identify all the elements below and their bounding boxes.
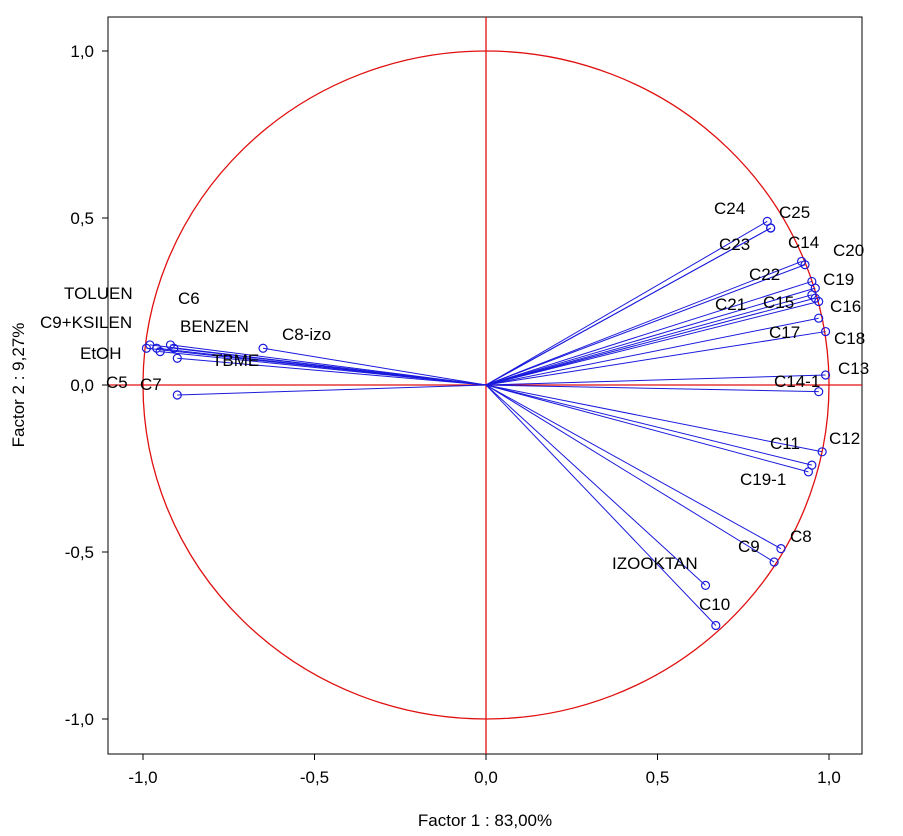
vector-c20 <box>485 264 806 386</box>
label-c10: C10 <box>699 595 730 614</box>
label-c23: C23 <box>719 235 750 254</box>
vector-c13 <box>485 374 826 386</box>
vector-c10 <box>485 384 717 626</box>
label-c6: C6 <box>178 289 200 308</box>
label-c7: C7 <box>140 375 162 394</box>
vector-c21 <box>485 294 812 386</box>
y-tick-label: 0,0 <box>70 376 94 395</box>
label-c19-1: C19-1 <box>740 470 786 489</box>
y-tick-label: -0,5 <box>65 543 94 562</box>
vector-c12 <box>485 384 823 453</box>
point-c5 <box>141 343 152 353</box>
label-benzen: BENZEN <box>180 317 249 336</box>
point-labels: C24 C25 C23 C14 C20 C22 C19 C21 C15 C16 C17 C18 C13 C… <box>40 199 869 614</box>
label-c12: C12 <box>829 429 860 448</box>
label-toluen: TOLUEN <box>64 284 133 303</box>
point-benzen <box>169 343 179 353</box>
point-c8 <box>776 544 786 554</box>
loading-points <box>141 216 831 631</box>
y-axis-label: Factor 2 : 9,27% <box>9 323 28 448</box>
label-c5: C5 <box>106 373 128 392</box>
point-c9 <box>769 557 779 567</box>
y-tick-label: 1,0 <box>70 42 94 61</box>
vector-izooktan <box>485 384 706 586</box>
label-c8: C8 <box>790 527 812 546</box>
vector-c17 <box>485 317 819 386</box>
point-c18 <box>820 326 831 337</box>
vector-c7 <box>177 384 487 396</box>
label-c11: C11 <box>770 434 800 453</box>
label-c15: C15 <box>763 293 794 312</box>
vector-c14 <box>485 260 802 386</box>
label-c24: C24 <box>714 199 745 218</box>
vector-c23 <box>485 227 771 386</box>
x-tick-label: -0,5 <box>300 768 329 787</box>
x-axis-label: Factor 1 : 83,00% <box>418 811 552 830</box>
vector-c8-izo <box>262 347 487 386</box>
point-c19-1 <box>803 467 814 477</box>
y-tick-label: -1,0 <box>65 710 94 729</box>
label-c25: C25 <box>779 203 810 222</box>
point-c13 <box>820 370 831 380</box>
label-c8-izo: C8-izo <box>282 325 331 344</box>
point-c12 <box>817 447 827 457</box>
vector-c11 <box>485 384 812 466</box>
point-c10 <box>711 620 721 631</box>
vector-c16 <box>485 301 819 386</box>
label-izooktan: IZOOKTAN <box>612 554 698 573</box>
vector-c19 <box>485 287 816 386</box>
x-tick-label: -1,0 <box>128 768 157 787</box>
vector-c19-1 <box>485 384 809 473</box>
label-c14: C14 <box>788 233 819 252</box>
vector-c8 <box>485 384 782 550</box>
label-c17: C17 <box>769 323 800 342</box>
point-c20 <box>800 260 810 270</box>
point-tbme <box>172 353 182 363</box>
label-c19: C19 <box>823 270 854 289</box>
point-etoh <box>155 347 165 357</box>
vector-c15 <box>485 297 816 386</box>
point-izooktan <box>700 580 711 591</box>
loading-vectors <box>146 220 826 626</box>
vector-c14-1 <box>485 384 819 393</box>
vector-c22 <box>485 280 813 386</box>
label-c9-ksilen: C9+KSILEN <box>40 313 132 332</box>
label-c16: C16 <box>830 297 861 316</box>
point-c16 <box>814 296 824 307</box>
vector-c9 <box>485 384 775 563</box>
x-tick-label: 1,0 <box>817 768 841 787</box>
label-c9: C9 <box>738 537 760 556</box>
point-c17 <box>814 313 824 323</box>
vector-tbme <box>177 357 487 386</box>
label-c18: C18 <box>834 329 865 348</box>
x-tick-label: 0,5 <box>646 768 670 787</box>
point-c23 <box>766 223 776 233</box>
label-tbme: TBME <box>212 351 259 370</box>
label-c13: C13 <box>838 359 869 378</box>
label-etoh: EtOH <box>80 344 122 363</box>
label-c21: C21 <box>715 295 746 314</box>
label-c22: C22 <box>749 265 780 284</box>
vector-c24 <box>485 220 768 386</box>
y-tick-label: 0,5 <box>70 209 94 228</box>
point-c14-1 <box>814 387 824 397</box>
point-c8-izo <box>258 343 268 353</box>
x-tick-label: 0,0 <box>474 768 498 787</box>
label-c20: C20 <box>833 241 864 260</box>
label-c14-1: C14-1 <box>774 372 820 391</box>
point-c7 <box>172 390 182 400</box>
tick-layer: -1,0 -0,5 0,0 0,5 1,0 1,0 0,5 0,0 -0,5 -1,0 <box>65 42 841 787</box>
vector-c5 <box>146 347 487 386</box>
vector-c18 <box>485 331 826 386</box>
